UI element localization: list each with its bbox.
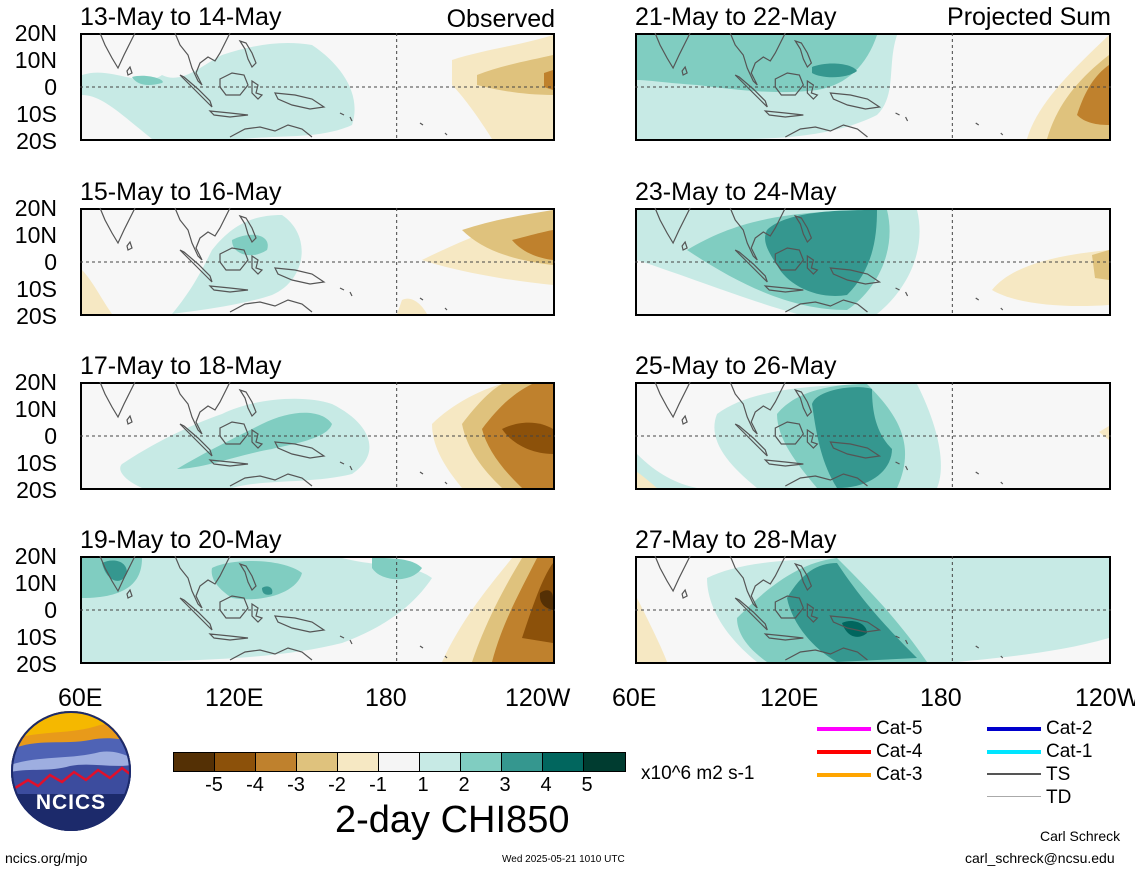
lat-label: 0 bbox=[44, 74, 57, 100]
legend-line bbox=[817, 727, 871, 731]
colorbar-swatch bbox=[379, 753, 420, 771]
panel-title-4: 23-May to 24-May bbox=[635, 178, 837, 206]
lon-label-60e-right: 60E bbox=[612, 684, 657, 712]
colorbar-swatch bbox=[215, 753, 256, 771]
legend-label: TD bbox=[1046, 787, 1072, 808]
lat-label: 0 bbox=[44, 249, 57, 275]
lat-label: 20N bbox=[14, 20, 57, 46]
projected-sum-label: Projected Sum bbox=[947, 3, 1111, 31]
legend-line bbox=[987, 773, 1041, 775]
lat-label: 0 bbox=[44, 423, 57, 449]
colorbar-units: x10^6 m2 s-1 bbox=[641, 763, 755, 784]
logo-text: NCICS bbox=[35, 791, 107, 814]
colorbar-swatch bbox=[502, 753, 543, 771]
footer-url: ncics.org/mjo bbox=[5, 850, 88, 866]
lat-label: 10S bbox=[16, 450, 57, 476]
footer-email: carl_schreck@ncsu.edu bbox=[965, 850, 1115, 866]
lat-label: 10N bbox=[14, 47, 57, 73]
colorbar bbox=[173, 752, 626, 772]
lat-label: 10S bbox=[16, 276, 57, 302]
lat-label: 20S bbox=[16, 303, 57, 329]
colorbar-tick-label: 3 bbox=[499, 774, 511, 796]
legend-label: TS bbox=[1046, 764, 1071, 785]
panel-title-5: 17-May to 18-May bbox=[80, 352, 282, 380]
map-panel-3 bbox=[80, 208, 555, 316]
colorbar-tick-label: -3 bbox=[287, 774, 305, 796]
lon-label-120e-left: 120E bbox=[205, 684, 264, 712]
map-panel-8 bbox=[635, 556, 1111, 664]
map-panel-1 bbox=[80, 33, 555, 141]
legend-label: Cat-5 bbox=[876, 718, 923, 739]
colorbar-tick-label: 2 bbox=[458, 774, 470, 796]
map-panel-4 bbox=[635, 208, 1111, 316]
lat-label: 10N bbox=[14, 396, 57, 422]
colorbar-swatch bbox=[420, 753, 461, 771]
lat-label: 20N bbox=[14, 543, 57, 569]
legend-line bbox=[987, 727, 1041, 731]
colorbar-tick-label: -1 bbox=[369, 774, 387, 796]
lon-label-180-right: 180 bbox=[920, 684, 962, 712]
legend-line bbox=[987, 750, 1041, 754]
panel-title-2: 21-May to 22-May bbox=[635, 3, 837, 31]
map-panel-6 bbox=[635, 382, 1111, 490]
colorbar-swatch bbox=[543, 753, 584, 771]
lat-label: 20N bbox=[14, 195, 57, 221]
colorbar-tick-label: 1 bbox=[417, 774, 429, 796]
panel-title-7: 19-May to 20-May bbox=[80, 526, 282, 554]
colorbar-swatch bbox=[174, 753, 215, 771]
map-panel-7 bbox=[80, 556, 555, 664]
lat-label: 20S bbox=[16, 128, 57, 154]
colorbar-swatch bbox=[584, 753, 625, 771]
panel-title-1: 13-May to 14-May bbox=[80, 3, 282, 31]
lat-label: 10S bbox=[16, 624, 57, 650]
colorbar-title: 2-day CHI850 bbox=[335, 799, 570, 841]
map-panel-2 bbox=[635, 33, 1111, 141]
legend-line bbox=[987, 796, 1041, 797]
panel-title-6: 25-May to 26-May bbox=[635, 352, 837, 380]
lon-label-180-left: 180 bbox=[365, 684, 407, 712]
legend-label: Cat-2 bbox=[1046, 718, 1093, 739]
lon-label-120e-right: 120E bbox=[760, 684, 819, 712]
lon-label-60e-left: 60E bbox=[58, 684, 103, 712]
lat-label: 10S bbox=[16, 101, 57, 127]
lat-label: 0 bbox=[44, 597, 57, 623]
lon-label-120w-right: 120W bbox=[1075, 684, 1135, 712]
lat-label: 20S bbox=[16, 477, 57, 503]
colorbar-swatch bbox=[297, 753, 338, 771]
lon-label-120w-left: 120W bbox=[505, 684, 571, 712]
observed-label: Observed bbox=[446, 5, 555, 33]
legend-line bbox=[817, 750, 871, 754]
legend-label: Cat-1 bbox=[1046, 741, 1093, 762]
panel-title-8: 27-May to 28-May bbox=[635, 526, 837, 554]
colorbar-tick-label: 4 bbox=[540, 774, 552, 796]
panel-title-3: 15-May to 16-May bbox=[80, 178, 282, 206]
colorbar-tick-label: -4 bbox=[246, 774, 264, 796]
ncics-logo: NCICS bbox=[10, 710, 132, 832]
colorbar-tick-label: -5 bbox=[205, 774, 223, 796]
legend-line bbox=[817, 773, 871, 777]
lat-label: 10N bbox=[14, 570, 57, 596]
footer-timestamp: Wed 2025-05-21 1010 UTC bbox=[502, 854, 625, 865]
colorbar-swatch bbox=[461, 753, 502, 771]
map-panel-5 bbox=[80, 382, 555, 490]
lat-label: 20S bbox=[16, 651, 57, 677]
colorbar-swatch bbox=[338, 753, 379, 771]
lat-label: 20N bbox=[14, 369, 57, 395]
footer-author: Carl Schreck bbox=[1040, 828, 1121, 844]
colorbar-swatch bbox=[256, 753, 297, 771]
legend-label: Cat-3 bbox=[876, 764, 923, 785]
colorbar-tick-label: 5 bbox=[581, 774, 593, 796]
legend-label: Cat-4 bbox=[876, 741, 923, 762]
lat-label: 10N bbox=[14, 222, 57, 248]
colorbar-tick-label: -2 bbox=[328, 774, 346, 796]
